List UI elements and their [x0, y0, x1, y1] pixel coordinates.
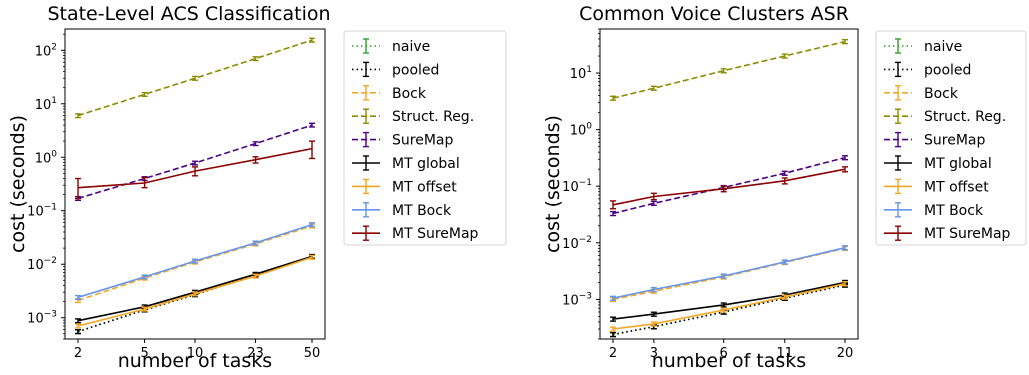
x-tick-label: 50	[304, 346, 321, 361]
legend: naive pooled Bock Struct. Reg. SureMap MT glo…	[343, 30, 507, 246]
legend-label: Struct. Reg.	[924, 109, 1006, 125]
panel-common-voice: Common Voice Clusters ASR 2 3 6 11 20 10−310…	[542, 3, 1027, 372]
legend-label: Bock	[924, 86, 959, 102]
y-tick-label: 10−1	[27, 203, 57, 220]
legend-label: MT offset	[924, 179, 989, 195]
y-tick-label: 100	[570, 122, 593, 139]
x-axis-ticks: 2 5 10 23 50	[74, 339, 320, 361]
legend-entry: MT offset	[884, 178, 989, 195]
x-tick-label: 2	[609, 346, 617, 361]
legend-label: SureMap	[924, 133, 985, 149]
x-tick-label: 3	[650, 346, 658, 361]
legend-entry: MT SureMap	[884, 225, 1011, 242]
series-line	[612, 281, 846, 320]
chart-title: Common Voice Clusters ASR	[579, 3, 849, 25]
panel-acs: State-Level ACS Classification 2 5 10 23 50 …	[7, 3, 507, 372]
legend-label: MT offset	[392, 179, 457, 195]
y-axis-ticks: 10−3 10−2 10−1 100 101	[562, 28, 600, 340]
series-suremap	[610, 155, 848, 217]
x-tick-label: 10	[187, 346, 204, 361]
series-layer	[75, 37, 315, 335]
legend-label: MT Bock	[392, 203, 452, 219]
y-axis-label: cost (seconds)	[7, 115, 29, 253]
x-tick-label: 23	[247, 346, 264, 361]
legend-entry: MT Bock	[352, 202, 452, 219]
legend: naive pooled Bock Struct. Reg. SureMap MT glo…	[875, 30, 1027, 246]
series-layer	[610, 38, 848, 338]
series-line	[612, 40, 846, 99]
series-mt-suremap	[610, 166, 848, 210]
series-line	[612, 246, 846, 299]
y-tick-label: 10−2	[27, 256, 57, 273]
legend-entry: naive	[352, 38, 430, 55]
legend-label: MT global	[392, 156, 460, 172]
legend-label: Struct. Reg.	[392, 109, 474, 125]
legend-entry: Bock	[352, 85, 427, 102]
series-mt-global	[75, 253, 315, 324]
y-tick-label: 101	[35, 96, 57, 113]
series-mt-suremap	[75, 140, 315, 200]
series-struct-reg	[610, 38, 848, 101]
axes-frame	[599, 28, 859, 340]
y-tick-label: 10−2	[562, 235, 592, 252]
legend-label: MT SureMap	[392, 226, 479, 242]
series-struct-reg	[75, 37, 315, 119]
y-axis-label: cost (seconds)	[542, 115, 564, 253]
legend-label: MT SureMap	[924, 226, 1011, 242]
x-tick-label: 5	[140, 346, 148, 361]
series-line	[612, 284, 846, 336]
legend-entry: naive	[884, 38, 962, 55]
legend-label: naive	[924, 39, 962, 55]
x-tick-label: 2	[74, 346, 82, 361]
y-tick-label: 102	[35, 42, 57, 59]
legend-label: pooled	[392, 62, 439, 78]
legend-frame	[875, 30, 1027, 246]
legend-entry: MT global	[884, 155, 992, 172]
x-tick-label: 6	[720, 346, 728, 361]
legend-entry: SureMap	[352, 131, 453, 149]
y-tick-label: 10−3	[27, 310, 57, 327]
y-tick-label: 10−1	[562, 178, 592, 195]
x-axis-label: number of tasks	[652, 350, 806, 372]
series-line	[612, 156, 846, 215]
legend-entry: MT global	[352, 155, 460, 172]
legend-entry: MT Bock	[884, 202, 984, 219]
legend-entry: SureMap	[884, 131, 985, 149]
legend-label: SureMap	[392, 133, 453, 149]
series-mt-bock	[610, 245, 848, 301]
x-axis-label: number of tasks	[118, 350, 272, 372]
chart-title: State-Level ACS Classification	[47, 3, 330, 25]
legend-label: naive	[392, 39, 430, 55]
y-tick-label: 101	[570, 65, 592, 82]
legend-label: MT global	[924, 156, 992, 172]
series-line	[612, 284, 846, 336]
legend-entry: pooled	[884, 61, 971, 78]
y-tick-label: 100	[35, 149, 58, 166]
x-tick-label: 11	[776, 346, 793, 361]
series-line	[77, 225, 313, 302]
legend-entry: MT SureMap	[352, 225, 479, 242]
legend-entry: pooled	[352, 61, 439, 78]
legend-label: MT Bock	[924, 203, 984, 219]
y-axis-ticks: 10−3 10−2 10−1 100 101 102	[27, 33, 65, 340]
legend-entry: Struct. Reg.	[884, 108, 1006, 125]
series-mt-bock	[75, 222, 315, 301]
legend-entry: Bock	[884, 85, 959, 102]
y-tick-label: 10−3	[562, 291, 592, 308]
x-axis-ticks: 2 3 6 11 20	[609, 339, 853, 361]
legend-label: pooled	[924, 62, 971, 78]
series-mt-offset	[75, 254, 315, 329]
series-mt-offset	[610, 281, 848, 332]
legend-frame	[343, 30, 507, 246]
series-suremap	[75, 122, 315, 202]
legend-entry: MT offset	[352, 178, 457, 195]
legend-entry: Struct. Reg.	[352, 108, 474, 125]
series-mt-global	[610, 279, 848, 322]
x-tick-label: 20	[837, 346, 854, 361]
legend-label: Bock	[392, 86, 427, 102]
